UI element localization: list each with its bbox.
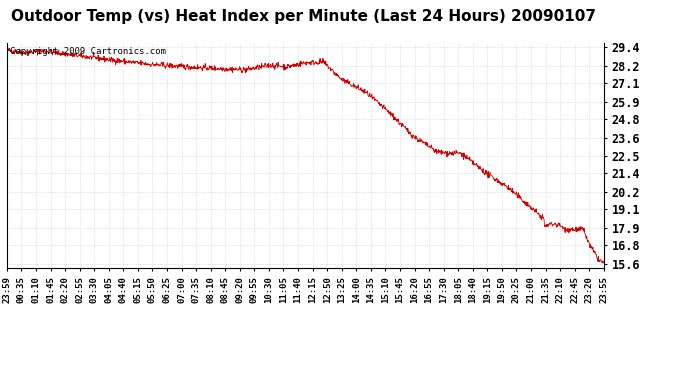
Text: Outdoor Temp (vs) Heat Index per Minute (Last 24 Hours) 20090107: Outdoor Temp (vs) Heat Index per Minute …: [11, 9, 596, 24]
Text: Copyright 2009 Cartronics.com: Copyright 2009 Cartronics.com: [10, 46, 166, 56]
